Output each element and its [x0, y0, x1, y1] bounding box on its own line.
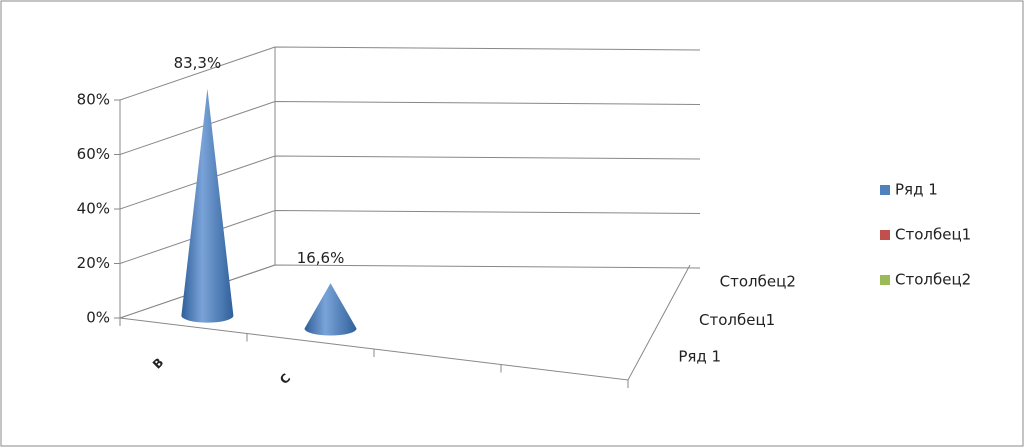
- value-label: 16,6%: [297, 249, 345, 267]
- depth-label: Столбец1: [699, 311, 775, 329]
- y-tick-label: 40%: [77, 200, 110, 218]
- legend-label: Ряд 1: [895, 181, 938, 199]
- value-label: 83,3%: [174, 54, 222, 72]
- cone: [304, 283, 357, 336]
- legend-swatch: [880, 230, 890, 240]
- legend-label: Столбец2: [895, 271, 971, 289]
- y-tick-label: 80%: [77, 91, 110, 109]
- y-tick-label: 60%: [77, 145, 110, 163]
- legend-swatch: [880, 185, 890, 195]
- depth-label: Ряд 1: [678, 347, 721, 365]
- legend-label: Столбец1: [895, 226, 971, 244]
- depth-label: Столбец2: [720, 273, 796, 291]
- cone: [181, 88, 234, 323]
- y-tick-label: 0%: [86, 309, 110, 327]
- legend-swatch: [880, 275, 890, 285]
- y-tick-label: 20%: [77, 254, 110, 272]
